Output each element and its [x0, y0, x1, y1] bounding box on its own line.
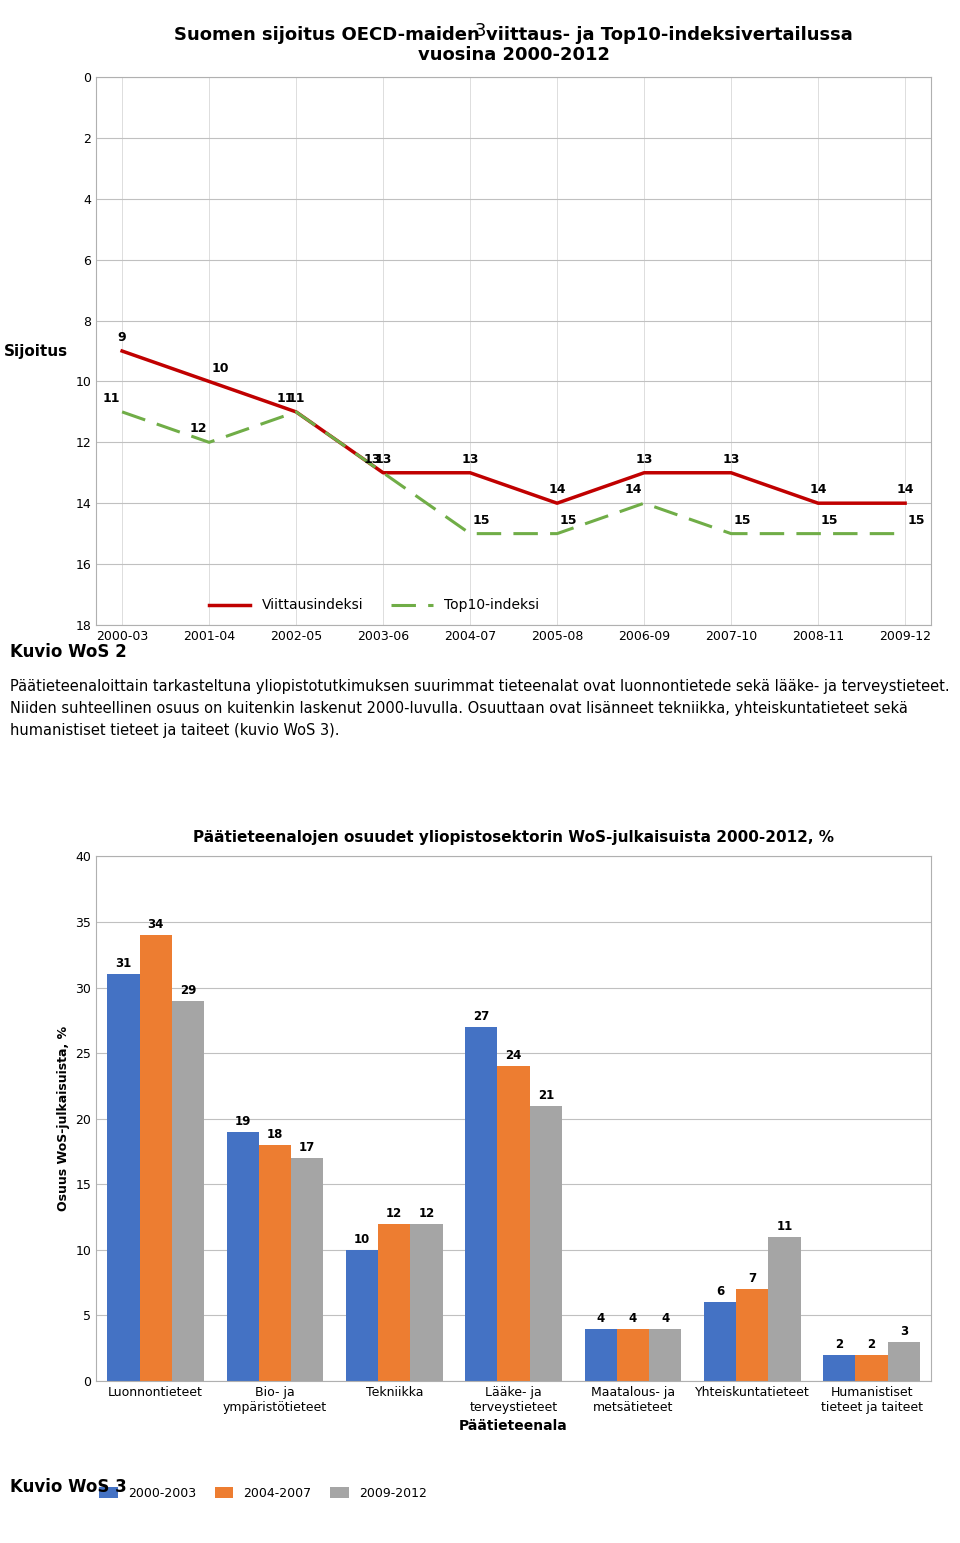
Y-axis label: Osuus WoS-julkaisuista, %: Osuus WoS-julkaisuista, %: [57, 1026, 70, 1211]
Text: 14: 14: [809, 483, 827, 497]
Text: 13: 13: [636, 452, 653, 466]
Bar: [888, 1342, 920, 1381]
Bar: [768, 1237, 801, 1381]
Text: 13: 13: [363, 452, 381, 466]
Legend: Viittausindeksi, Top10-indeksi: Viittausindeksi, Top10-indeksi: [204, 593, 544, 617]
Bar: [259, 1145, 291, 1381]
Text: Kuvio WoS 3: Kuvio WoS 3: [10, 1478, 127, 1497]
Bar: [139, 935, 172, 1381]
Text: 9: 9: [118, 332, 127, 344]
Text: 4: 4: [629, 1312, 637, 1324]
Bar: [346, 1250, 378, 1381]
Text: 14: 14: [624, 483, 641, 497]
Text: 7: 7: [748, 1273, 756, 1285]
Bar: [617, 1329, 649, 1381]
Bar: [649, 1329, 682, 1381]
Text: 13: 13: [462, 452, 479, 466]
Text: 11: 11: [102, 392, 120, 404]
Bar: [172, 1000, 204, 1381]
Text: 14: 14: [548, 483, 565, 497]
Text: 21: 21: [538, 1089, 554, 1102]
Title: Suomen sijoitus OECD-maiden viittaus- ja Top10-indeksivertailussa
vuosina 2000-2: Suomen sijoitus OECD-maiden viittaus- ja…: [174, 26, 853, 65]
Bar: [378, 1224, 410, 1381]
Text: 13: 13: [374, 452, 392, 466]
Text: 4: 4: [596, 1312, 605, 1324]
Text: 15: 15: [907, 514, 925, 526]
Text: 10: 10: [354, 1233, 371, 1245]
Text: 3: 3: [474, 22, 486, 40]
Bar: [227, 1133, 259, 1381]
Text: 15: 15: [821, 514, 838, 526]
Y-axis label: Sijoitus: Sijoitus: [4, 344, 68, 358]
Bar: [736, 1290, 768, 1381]
Bar: [585, 1329, 617, 1381]
X-axis label: Päätieteenala: Päätieteenala: [459, 1420, 568, 1433]
Bar: [108, 975, 139, 1381]
Text: 14: 14: [897, 483, 914, 497]
Text: 18: 18: [267, 1128, 283, 1140]
Bar: [855, 1355, 888, 1381]
Text: 2: 2: [835, 1338, 844, 1350]
Text: 12: 12: [189, 423, 206, 435]
Text: 13: 13: [723, 452, 740, 466]
Text: 12: 12: [419, 1207, 435, 1219]
Text: 11: 11: [287, 392, 305, 404]
Bar: [291, 1157, 324, 1381]
Bar: [824, 1355, 855, 1381]
Bar: [704, 1302, 736, 1381]
Text: 34: 34: [148, 918, 164, 930]
Text: 2: 2: [868, 1338, 876, 1350]
Bar: [530, 1105, 562, 1381]
Bar: [410, 1224, 443, 1381]
Text: 11: 11: [276, 392, 294, 404]
Bar: [466, 1028, 497, 1381]
Title: Päätieteenalojen osuudet yliopistosektorin WoS-julkaisuista 2000-2012, %: Päätieteenalojen osuudet yliopistosektor…: [193, 830, 834, 846]
Text: 27: 27: [473, 1011, 490, 1023]
Text: 19: 19: [234, 1116, 251, 1128]
Text: 4: 4: [661, 1312, 669, 1324]
Text: 31: 31: [115, 958, 132, 971]
Text: 29: 29: [180, 984, 196, 997]
Text: 10: 10: [211, 361, 229, 375]
Text: 11: 11: [777, 1221, 793, 1233]
Text: 12: 12: [386, 1207, 402, 1219]
Text: 15: 15: [560, 514, 577, 526]
Text: 6: 6: [716, 1285, 724, 1298]
Text: 15: 15: [733, 514, 751, 526]
Text: 17: 17: [300, 1142, 315, 1154]
Text: 24: 24: [505, 1049, 522, 1062]
Legend: 2000-2003, 2004-2007, 2009-2012: 2000-2003, 2004-2007, 2009-2012: [94, 1481, 432, 1504]
Text: 3: 3: [900, 1325, 908, 1338]
Bar: [497, 1066, 530, 1381]
Text: Kuvio WoS 2: Kuvio WoS 2: [10, 643, 127, 660]
Text: Päätieteenaloittain tarkasteltuna yliopistotutkimuksen suurimmat tieteenalat ova: Päätieteenaloittain tarkasteltuna yliopi…: [10, 679, 949, 738]
Text: 15: 15: [472, 514, 490, 526]
